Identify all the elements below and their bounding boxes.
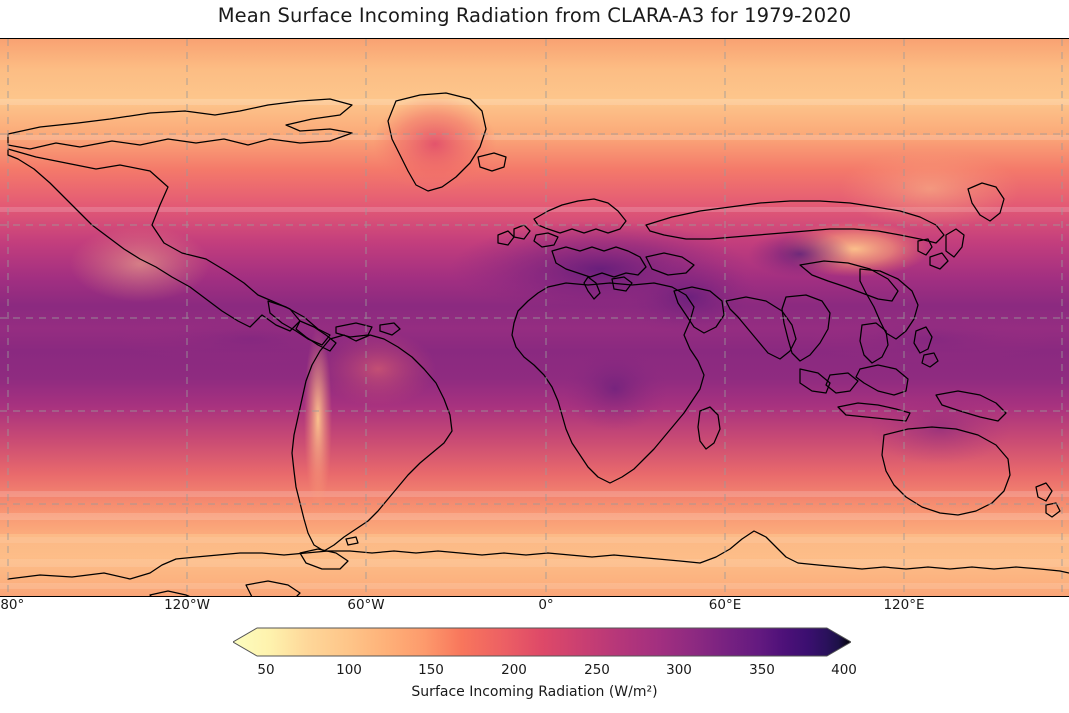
colorbar-tick: 300 [666, 662, 692, 678]
colorbar-tick: 400 [831, 662, 857, 678]
lon-tick-label: 0° [538, 597, 554, 613]
map-raster [0, 39, 1069, 596]
colorbar-tick: 350 [749, 662, 775, 678]
colorbar-tick: 150 [418, 662, 444, 678]
colorbar[interactable] [233, 627, 851, 657]
colorbar-axis-label: Surface Incoming Radiation (W/m²) [411, 684, 658, 700]
colorbar-tick: 250 [584, 662, 610, 678]
colorbar-tick: 200 [501, 662, 527, 678]
colorbar-tick: 100 [336, 662, 362, 678]
lon-tick-label: 60°W [347, 597, 385, 613]
longitude-axis: 180° 120°W 60°W 0° 60°E 120°E [0, 597, 1069, 619]
colorbar-tick: 50 [257, 662, 275, 678]
map-plot-area[interactable] [0, 38, 1069, 597]
colorbar-tick-labels: 50 100 150 200 250 300 350 400 [233, 662, 856, 682]
colorbar-gradient [233, 627, 851, 657]
coastline-layer [7, 92, 1069, 596]
lon-tick-label: 180° [0, 597, 25, 613]
lon-tick-label: 60°E [708, 597, 742, 613]
lon-tick-label: 120°E [883, 597, 925, 613]
page-title: Mean Surface Incoming Radiation from CLA… [217, 4, 852, 27]
gridline-layer [0, 39, 1069, 596]
lon-tick-label: 120°W [164, 597, 210, 613]
